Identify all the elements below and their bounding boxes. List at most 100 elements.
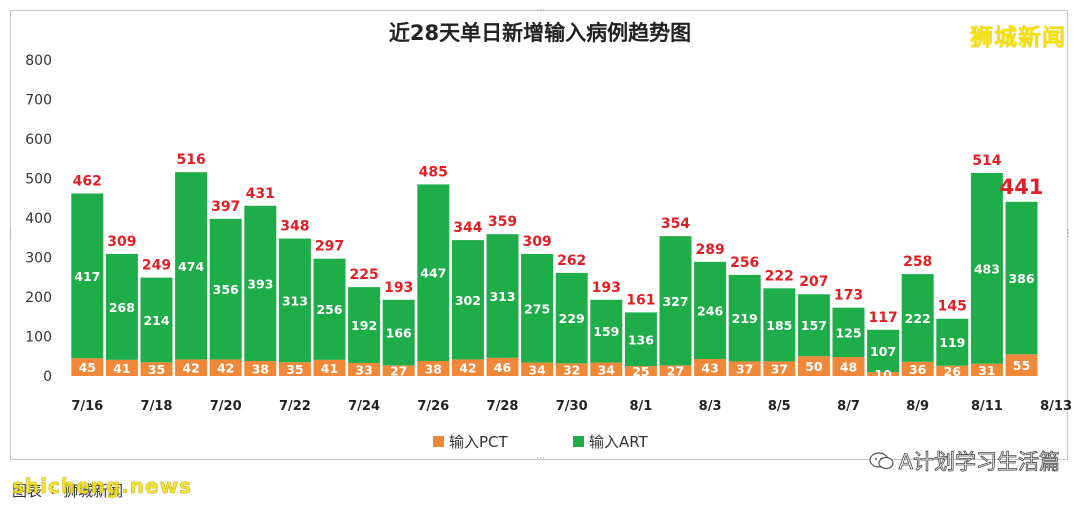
y-tick-label: 600	[25, 132, 52, 148]
bar-art	[832, 307, 865, 358]
bar-pct	[694, 359, 727, 376]
art-value-label: 157	[801, 318, 827, 333]
art-value-label: 214	[143, 313, 169, 328]
bar-pct	[624, 366, 657, 376]
bar-art	[659, 236, 692, 366]
total-value-label: 344	[453, 220, 482, 236]
total-value-label: 225	[349, 267, 378, 283]
bar-pct	[763, 361, 796, 376]
y-tick-label: 800	[25, 53, 52, 69]
bar-art	[105, 253, 138, 360]
pct-value-label: 55	[1013, 358, 1030, 373]
bar-pct	[486, 357, 519, 376]
pct-value-label: 35	[286, 362, 303, 377]
art-value-label: 159	[593, 324, 619, 339]
total-value-label: 117	[868, 310, 897, 326]
art-value-label: 302	[455, 293, 481, 308]
x-tick-label: 8/7	[837, 399, 860, 414]
bar-pct	[901, 361, 934, 376]
bar-art	[936, 318, 969, 366]
legend-swatch	[433, 436, 444, 447]
resize-handle-left[interactable]: ⋮	[6, 229, 15, 239]
bar-pct	[382, 365, 415, 376]
total-value-label: 145	[938, 299, 967, 315]
total-value-label: 207	[799, 274, 828, 290]
bar-art	[901, 274, 934, 362]
bar-pct	[521, 362, 554, 376]
source-site: shicheng.news	[12, 474, 192, 499]
art-value-label: 268	[109, 300, 135, 315]
total-value-label: 309	[107, 234, 136, 250]
y-tick-label: 700	[25, 93, 52, 109]
total-value-label: 397	[211, 199, 240, 215]
total-value-label: 462	[73, 174, 102, 190]
pct-value-label: 34	[528, 362, 546, 377]
resize-handle-bottom[interactable]: ⋯	[536, 454, 545, 464]
art-value-label: 107	[870, 344, 896, 359]
art-value-label: 447	[420, 266, 446, 281]
bar-art	[244, 205, 277, 361]
pct-value-label: 37	[771, 362, 788, 377]
y-tick-label: 300	[25, 251, 52, 267]
x-tick-label: 8/13	[1040, 399, 1072, 414]
bar-art	[624, 312, 657, 367]
total-value-label: 256	[730, 255, 759, 271]
total-value-label: 516	[176, 152, 205, 168]
pct-value-label: 25	[632, 364, 649, 379]
x-tick-label: 7/28	[487, 399, 519, 414]
bar-pct	[590, 362, 623, 376]
bar-art	[1005, 201, 1038, 355]
pct-value-label: 48	[840, 360, 857, 375]
bar-pct	[451, 359, 484, 376]
art-value-label: 327	[662, 294, 688, 309]
art-value-label: 166	[386, 326, 412, 341]
y-tick-label: 500	[25, 172, 52, 188]
art-value-label: 275	[524, 301, 550, 316]
bar-pct	[105, 359, 138, 376]
total-value-label: 309	[522, 234, 551, 250]
pct-value-label: 42	[217, 361, 234, 376]
total-value-label: 173	[834, 288, 863, 304]
x-tick-label: 7/24	[348, 399, 380, 414]
art-value-label: 185	[766, 318, 792, 333]
total-value-label: 193	[384, 280, 413, 296]
bar-chart: 近28天单日新增输入病例趋势图 0 100 200 300 400 500 600 700 80…	[25, 21, 1072, 451]
art-value-label: 229	[559, 311, 585, 326]
total-value-label: 514	[972, 153, 1001, 169]
pct-value-label: 41	[113, 361, 130, 376]
pct-value-label: 27	[390, 364, 407, 379]
total-value-label: 354	[661, 216, 690, 232]
pct-value-label: 34	[598, 362, 616, 377]
bar-art	[278, 238, 311, 363]
bar-art	[140, 277, 173, 363]
art-value-label: 313	[489, 289, 515, 304]
x-tick-label: 7/18	[141, 399, 173, 414]
pct-value-label: 43	[701, 361, 718, 376]
bar-pct	[728, 361, 761, 376]
pct-value-label: 33	[355, 362, 372, 377]
wechat-label: A计划学习生活篇	[898, 450, 1060, 475]
resize-handle-top[interactable]: ⋯	[536, 6, 545, 16]
x-tick-label: 7/20	[210, 399, 242, 414]
y-tick-label: 100	[25, 330, 52, 346]
total-value-label: 262	[557, 253, 586, 269]
source-credit: 图表 : 狮城新闻 shicheng.news	[12, 474, 192, 501]
bar-art	[486, 234, 519, 358]
y-tick-label: 200	[25, 290, 52, 306]
pct-value-label: 37	[736, 362, 753, 377]
bar-art	[451, 240, 484, 360]
bar-pct	[797, 356, 830, 376]
bar-pct	[936, 365, 969, 376]
total-value-label: 297	[315, 239, 344, 255]
x-tick-label: 8/1	[629, 399, 652, 414]
legend-swatch	[573, 436, 584, 447]
source-separator: :	[50, 480, 56, 498]
resize-handle-right[interactable]: ⋮	[1064, 229, 1073, 239]
bar-art	[797, 294, 830, 357]
pct-value-label: 31	[978, 363, 995, 378]
pct-value-label: 35	[148, 362, 165, 377]
x-tick-label: 7/16	[71, 399, 103, 414]
x-tick-label: 8/5	[768, 399, 791, 414]
x-tick-label: 8/11	[971, 399, 1003, 414]
bar-art	[71, 193, 104, 359]
